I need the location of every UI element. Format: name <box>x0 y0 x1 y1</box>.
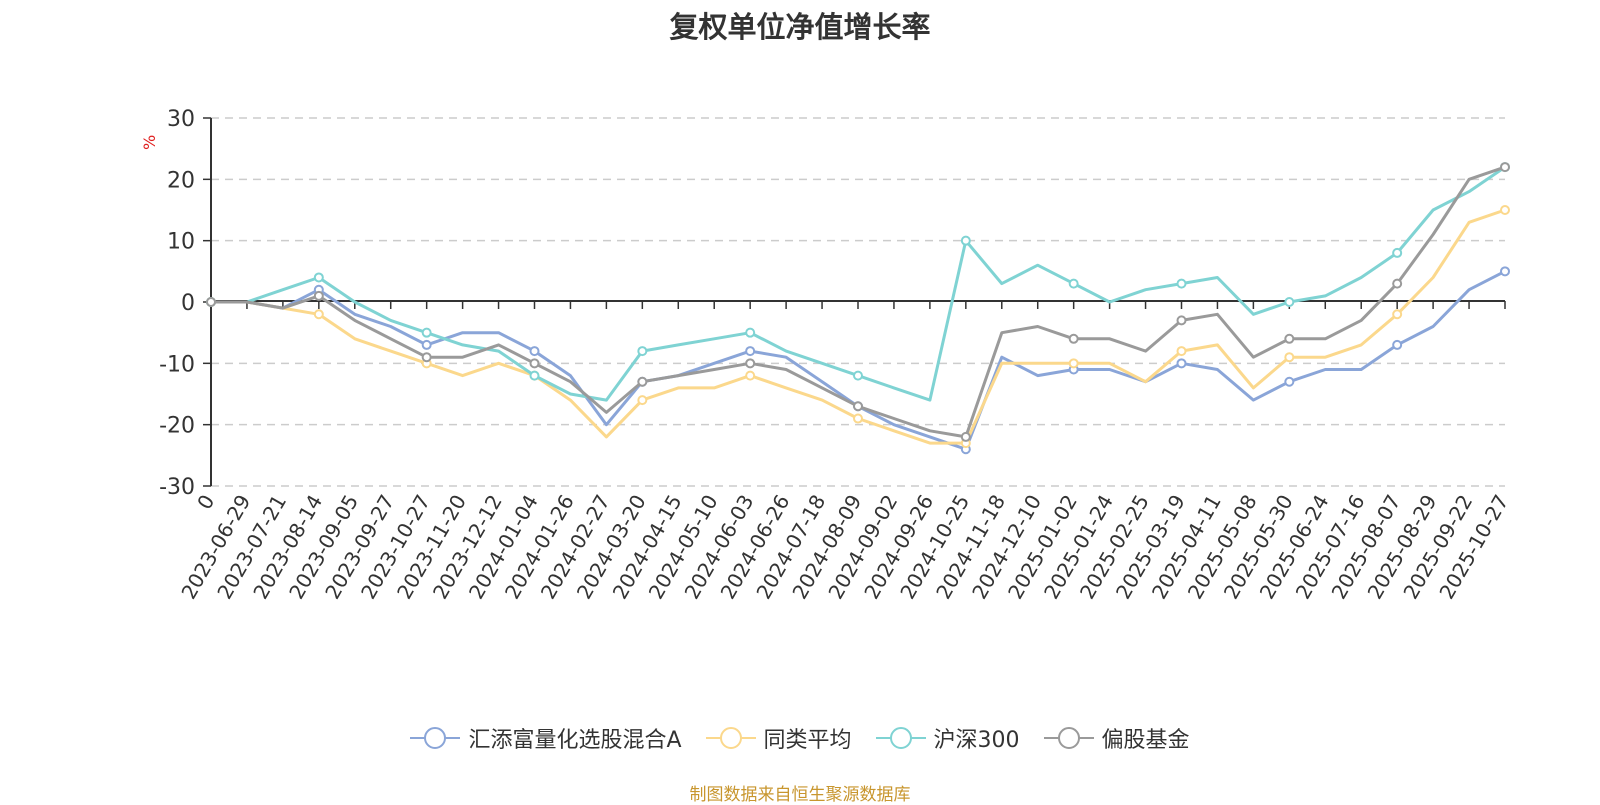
legend-label: 汇添富量化选股混合A <box>468 728 682 753</box>
series-point <box>1176 346 1187 357</box>
series-point <box>745 327 756 338</box>
series-point <box>313 290 324 301</box>
line-chart: 3020100-10-20-3002023-06-292023-07-21202… <box>159 107 1513 603</box>
legend-swatch-icon <box>1043 727 1094 749</box>
series-point <box>1392 309 1403 320</box>
y-tick-label: 10 <box>167 230 195 255</box>
series-point <box>1392 339 1403 350</box>
series-point <box>206 297 216 307</box>
y-tick-label: 30 <box>167 107 195 132</box>
series-point <box>1392 247 1403 258</box>
series-point <box>1068 278 1079 289</box>
series-point <box>1500 205 1510 215</box>
series-point <box>1176 315 1187 326</box>
y-tick-label: -10 <box>159 352 195 377</box>
legend-label: 沪深300 <box>933 728 1020 753</box>
series-point <box>1500 162 1510 173</box>
legend-swatch-icon <box>705 727 756 749</box>
series-point <box>1284 352 1295 363</box>
series-point <box>1284 297 1295 307</box>
series-point <box>1068 358 1079 369</box>
legend-swatch-icon <box>410 727 461 749</box>
series-point <box>421 339 432 350</box>
series-point <box>1068 333 1079 344</box>
legend-item[interactable]: 同类平均 <box>705 722 852 754</box>
series-point <box>1176 278 1187 289</box>
legend-item[interactable]: 沪深300 <box>875 722 1020 754</box>
series-point <box>745 346 756 357</box>
legend-item[interactable]: 汇添富量化选股混合A <box>410 722 682 754</box>
y-tick-label: 20 <box>167 168 195 193</box>
legend-label: 同类平均 <box>763 728 852 753</box>
legend-item[interactable]: 偏股基金 <box>1043 722 1190 754</box>
x-tick-label: 0 <box>192 491 219 514</box>
series-point <box>853 413 863 424</box>
legend-label: 偏股基金 <box>1101 728 1190 753</box>
series-point <box>421 327 432 338</box>
y-tick-label: -30 <box>159 475 195 500</box>
legend-swatch-icon <box>875 727 926 749</box>
series-point <box>960 431 971 442</box>
series-point <box>1284 333 1295 344</box>
series-point <box>637 346 648 357</box>
series-point <box>960 235 971 246</box>
series-point <box>1176 358 1187 369</box>
series-point <box>421 352 432 363</box>
series-point <box>745 370 756 381</box>
series-point <box>637 395 648 406</box>
series-line <box>211 165 1506 402</box>
chart-title: 复权单位净值增长率 <box>669 10 931 44</box>
series-point <box>313 309 324 320</box>
series-point <box>1500 266 1510 277</box>
series-point <box>745 358 756 369</box>
y-tick-label: -20 <box>159 414 195 439</box>
series-point <box>1392 278 1403 289</box>
series-point <box>853 401 863 412</box>
series-point <box>529 346 540 357</box>
series-point <box>637 376 648 387</box>
series-point <box>1284 376 1295 387</box>
chart-legend: 汇添富量化选股混合A 同类平均 沪深300 偏股基金 <box>0 722 1600 754</box>
source-note: 制图数据来自恒生聚源数据库 <box>689 785 911 805</box>
series-point <box>313 272 324 283</box>
series-point <box>529 370 540 381</box>
series-point <box>853 370 863 381</box>
y-tick-label: 0 <box>181 291 195 316</box>
series-point <box>529 358 540 369</box>
